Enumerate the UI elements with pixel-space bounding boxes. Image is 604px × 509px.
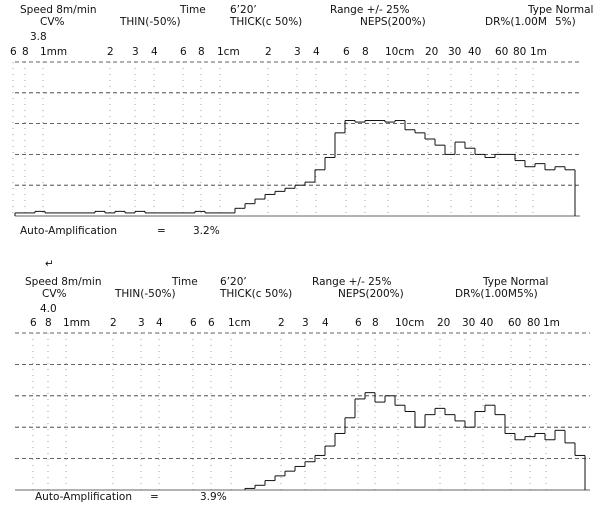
header-field: CV% [42, 288, 67, 300]
x-tick-label: 2 [278, 317, 285, 329]
x-tick-label: 40 [480, 317, 493, 329]
x-tick-label: 2 [110, 317, 117, 329]
x-tick-label: 4 [322, 317, 329, 329]
x-tick-label: 8 [45, 317, 52, 329]
amplification: = [150, 491, 159, 503]
x-tick-label: 1m [543, 317, 560, 329]
x-tick-label: 6 [343, 46, 350, 58]
x-tick-label: 60 [495, 46, 508, 58]
x-tick-label: 2 [107, 46, 114, 58]
x-tick-label: 4 [313, 46, 320, 58]
amplification: Auto-Amplification [35, 491, 132, 503]
x-tick-label: 1cm [228, 317, 251, 329]
x-tick-label: 20 [437, 317, 450, 329]
amplification: 3.2% [193, 225, 220, 237]
amplification: 3.9% [200, 491, 227, 503]
x-tick-label: 3 [302, 317, 309, 329]
header-field: NEPS(200%) [360, 16, 426, 28]
x-tick-label: 3 [294, 46, 301, 58]
x-tick-label: 4 [156, 317, 163, 329]
cv-value: 3.8 [30, 31, 47, 43]
return-mark: ↵ [45, 258, 54, 270]
header-field: 6’20’ [230, 4, 257, 16]
x-tick-label: 6 [208, 317, 215, 329]
header-field: Time [179, 4, 206, 16]
header-field: Type Normal [527, 4, 593, 16]
header-field: 5%) [517, 288, 538, 300]
x-tick-label: 8 [372, 317, 379, 329]
x-tick-label: 30 [462, 317, 475, 329]
header-field: Type Normal [482, 276, 548, 288]
amplification: = [157, 225, 166, 237]
x-tick-label: 8 [22, 46, 29, 58]
x-tick-label: 1m [530, 46, 547, 58]
x-tick-label: 80 [527, 317, 540, 329]
header-field: CV% [40, 16, 65, 28]
header-field: DR%(1.00M [455, 288, 517, 300]
x-tick-label: 2 [265, 46, 272, 58]
x-tick-label: 1mm [63, 317, 90, 329]
x-tick-label: 3 [132, 46, 139, 58]
x-tick-label: 6 [355, 317, 362, 329]
x-tick-label: 20 [425, 46, 438, 58]
x-tick-label: 6 [10, 46, 17, 58]
header-field: THICK(c 50%) [219, 288, 292, 300]
header-field: Range +/- 25% [312, 276, 391, 288]
x-tick-label: 1mm [40, 46, 67, 58]
header-field: NEPS(200%) [338, 288, 404, 300]
header-field: Time [171, 276, 198, 288]
header-field: THICK(c 50%) [229, 16, 302, 28]
x-tick-label: 40 [468, 46, 481, 58]
header-field: THIN(-50%) [114, 288, 176, 300]
header-field: THIN(-50%) [119, 16, 181, 28]
x-tick-label: 8 [198, 46, 205, 58]
header-field: 6’20’ [220, 276, 247, 288]
x-tick-label: 6 [190, 317, 197, 329]
header-field: Range +/- 25% [330, 4, 409, 16]
x-tick-label: 10cm [385, 46, 414, 58]
x-tick-label: 6 [30, 317, 37, 329]
header-field: DR%(1.00M [485, 16, 547, 28]
x-tick-label: 30 [448, 46, 461, 58]
x-tick-label: 6 [180, 46, 187, 58]
header-field: 5%) [555, 16, 576, 28]
x-tick-label: 80 [513, 46, 526, 58]
x-tick-label: 1cm [217, 46, 240, 58]
x-tick-label: 3 [138, 317, 145, 329]
header-field: Speed 8m/min [25, 276, 102, 288]
amplification: Auto-Amplification [20, 225, 117, 237]
cv-value: 4.0 [40, 303, 57, 315]
header-field: Speed 8m/min [20, 4, 97, 16]
x-tick-label: 60 [508, 317, 521, 329]
x-tick-label: 10cm [395, 317, 424, 329]
x-tick-label: 4 [151, 46, 158, 58]
x-tick-label: 8 [362, 46, 369, 58]
